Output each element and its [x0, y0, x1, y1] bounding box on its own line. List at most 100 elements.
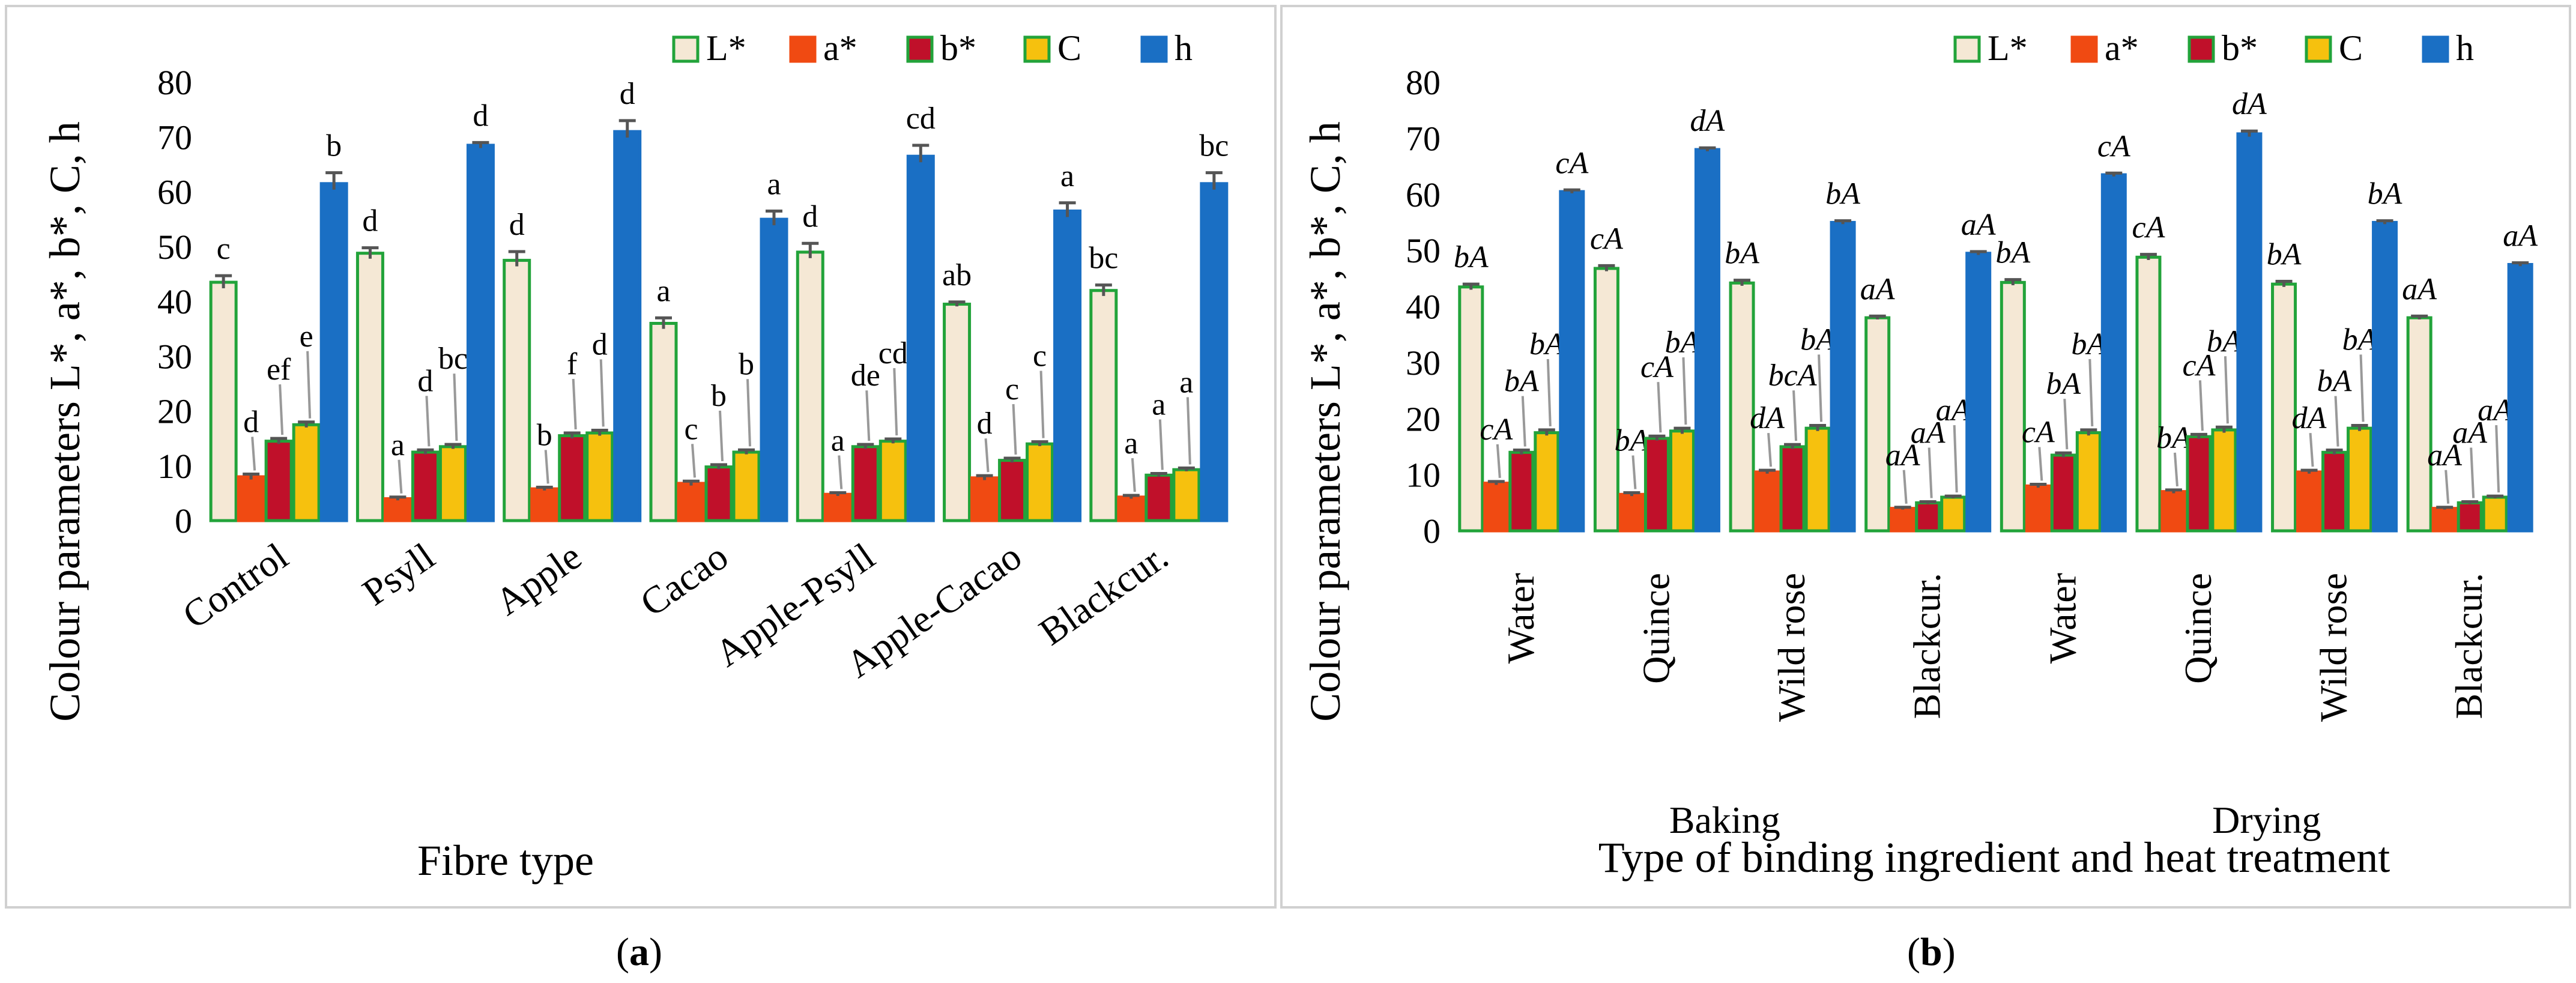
sig-letter-b-7-1: aA: [2427, 438, 2462, 473]
group-label-b-1: Drying: [2212, 799, 2321, 841]
bar-a-2-4: [613, 130, 642, 522]
sig-letter-a-4-3: cd: [878, 336, 908, 371]
sig-letter-a-0-2: ef: [267, 352, 291, 387]
sig-letter-b-5-1: bA: [2156, 421, 2191, 455]
leader-b-2-2: [1792, 390, 1798, 441]
sig-letter-b-0-2: bA: [1504, 364, 1539, 399]
leader-b-3-3: [1953, 425, 1958, 493]
leader-b-6-1: [2309, 433, 2314, 467]
y-tick-label-b-4: 40: [1406, 288, 1441, 327]
sig-letter-a-4-2: de: [851, 358, 880, 393]
bar-a-1-1: [383, 497, 412, 522]
bar-a-0-1: [237, 475, 265, 522]
legend-label-b-2: b*: [2222, 28, 2258, 68]
y-tick-label-a-4: 40: [157, 282, 192, 321]
category-label-a-0: Control: [175, 534, 295, 637]
leader-a-2-3: [599, 359, 605, 427]
category-label-b-0: Water: [1499, 573, 1542, 664]
bar-b-7-1: [2431, 507, 2458, 533]
sig-letter-b-3-2: aA: [1911, 416, 1946, 450]
leader-a-3-1: [691, 444, 696, 478]
sig-letter-a-2-4: d: [620, 77, 635, 111]
panel-label-a-letter: a: [629, 930, 649, 974]
sig-letter-b-2-4: bA: [1825, 177, 1860, 211]
leader-a-3-3: [746, 379, 751, 447]
sig-letter-a-0-1: d: [243, 405, 259, 439]
bar-a-4-0: [796, 250, 824, 522]
bar-b-2-1: [1754, 470, 1780, 533]
chart-a: 0 10 20 30 40 50 60 70 80 Colour parameters L*, a…: [41, 28, 1229, 885]
category-label-a-6: Blackcur.: [1032, 534, 1176, 653]
leader-b-5-3: [2224, 356, 2229, 424]
leader-b-2-1: [1767, 433, 1773, 467]
bar-b-4-0: [2000, 280, 2026, 533]
sig-letter-b-1-4: dA: [1690, 104, 1725, 138]
bar-a-2-3: [585, 431, 614, 522]
bar-b-1-0: [1593, 267, 1619, 533]
sig-letter-b-4-3: bA: [2071, 327, 2106, 361]
legend-swatch-a-0: [672, 35, 700, 63]
y-tick-label-a-1: 10: [157, 447, 192, 486]
bar-a-4-4: [906, 154, 935, 522]
bar-b-4-1: [2025, 484, 2051, 533]
legend-swatch-a-3: [1023, 35, 1051, 63]
sig-letter-a-5-4: a: [1060, 159, 1074, 193]
bar-b-1-1: [1618, 492, 1645, 533]
sig-letter-b-2-0: bA: [1725, 237, 1759, 271]
sig-letter-a-3-0: a: [656, 274, 670, 308]
sig-letter-b-3-3: aA: [1936, 393, 1971, 428]
bar-a-6-0: [1089, 289, 1118, 522]
legend-swatch-a-2: [906, 35, 934, 63]
bar-a-4-2: [851, 445, 880, 522]
sig-letter-b-5-4: dA: [2232, 87, 2267, 121]
bar-b-4-2: [2050, 453, 2076, 533]
sig-letter-a-5-1: d: [977, 407, 993, 441]
x-axis-title-a: Fibre type: [417, 836, 594, 885]
leader-a-2-1: [544, 450, 549, 484]
bar-a-1-3: [438, 445, 467, 522]
bar-b-1-4: [1694, 148, 1720, 533]
y-tick-label-b-6: 60: [1406, 175, 1441, 214]
sig-letter-b-2-3: bA: [1800, 322, 1835, 357]
y-tick-label-b-8: 80: [1406, 63, 1441, 102]
bar-b-5-4: [2236, 132, 2263, 533]
category-label-a-2: Apple: [488, 534, 589, 623]
leader-b-7-1: [2444, 470, 2450, 504]
leader-b-1-3: [1682, 357, 1687, 425]
category-label-a-3: Cacao: [632, 534, 736, 625]
bar-b-4-4: [2100, 173, 2127, 533]
bar-a-2-1: [530, 487, 559, 522]
sig-letter-b-4-4: cA: [2097, 129, 2130, 163]
legend-label-b-4: h: [2456, 28, 2474, 68]
leader-b-2-3: [1818, 354, 1823, 422]
leader-a-4-2: [865, 390, 871, 441]
sig-letter-b-1-2: cA: [1640, 350, 1673, 384]
leader-b-4-3: [2088, 358, 2094, 426]
y-tick-label-b-5: 50: [1406, 231, 1441, 270]
y-tick-label-a-7: 70: [157, 118, 192, 157]
sig-letter-a-0-0: c: [217, 232, 231, 266]
bar-a-0-2: [264, 440, 293, 522]
x-axis-title-b: Type of binding ingredient and heat trea…: [1598, 833, 2390, 882]
leader-a-6-1: [1131, 458, 1136, 492]
bar-a-3-2: [704, 465, 733, 522]
chart-panel-b: 0 10 20 30 40 50 60 70 80 Colour parameters L*, a…: [1280, 5, 2571, 909]
sig-letter-b-1-1: bA: [1615, 424, 1649, 458]
bar-b-7-2: [2457, 501, 2483, 533]
leader-a-0-3: [306, 351, 312, 419]
bar-b-1-2: [1643, 437, 1670, 533]
leader-b-0-3: [1546, 358, 1552, 426]
bar-a-0-0: [209, 280, 238, 522]
y-tick-label-a-6: 60: [157, 173, 192, 212]
leader-b-5-2: [2198, 380, 2204, 431]
sig-letter-a-6-4: bc: [1199, 129, 1229, 163]
bar-a-6-3: [1172, 468, 1201, 522]
leader-a-6-2: [1158, 419, 1164, 470]
bar-b-0-4: [1559, 190, 1585, 533]
sig-letter-b-6-2: bA: [2317, 364, 2352, 399]
bar-a-5-2: [998, 459, 1027, 522]
bar-b-0-1: [1483, 482, 1510, 533]
leader-a-1-2: [425, 396, 431, 447]
leader-a-5-3: [1039, 371, 1045, 438]
